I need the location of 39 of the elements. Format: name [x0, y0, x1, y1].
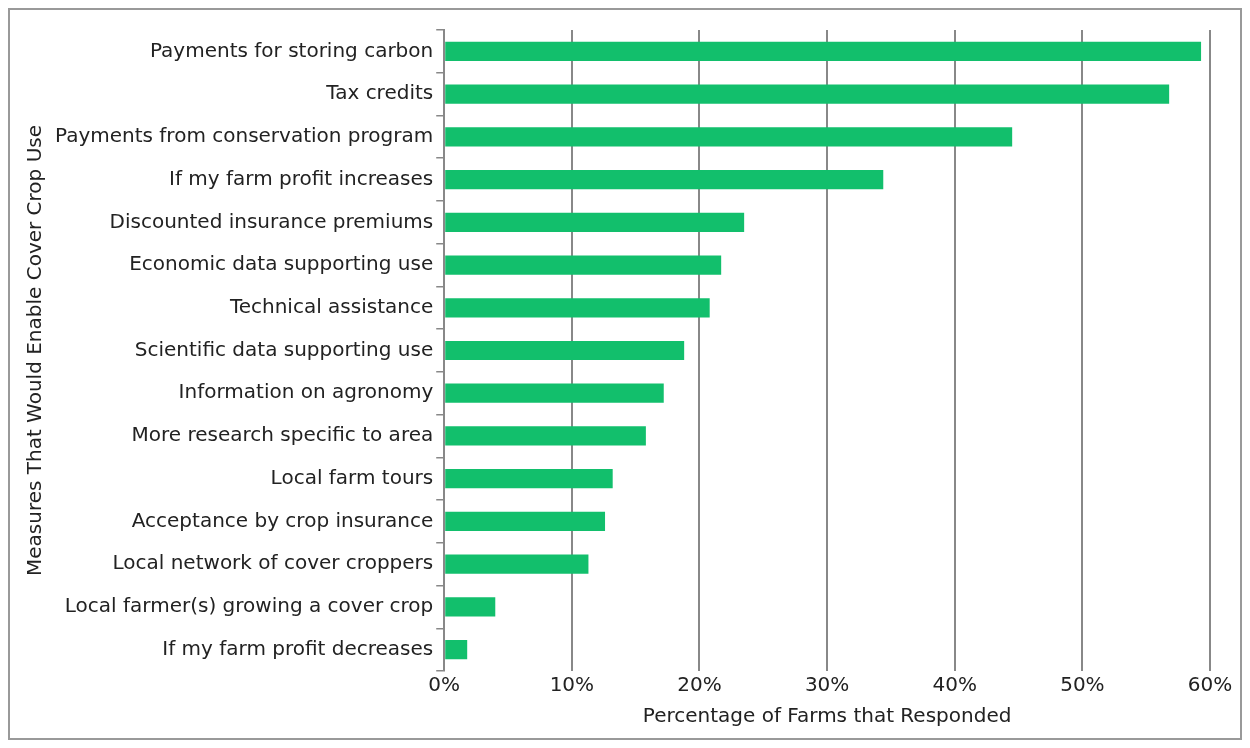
bar [445, 597, 496, 617]
bar [445, 640, 468, 660]
y-tick-label: Local farmer(s) growing a cover crop [64, 593, 434, 618]
bar [445, 340, 685, 361]
bar [445, 169, 884, 190]
y-tick-label: Economic data supporting use [129, 251, 434, 276]
y-tick-label: More research specific to area [131, 422, 434, 447]
x-tick-label: 10% [549, 672, 595, 697]
x-tick-label: 20% [677, 672, 722, 697]
y-tick-label: Local network of cover croppers [112, 550, 434, 575]
y-tick-label: Acceptance by crop insurance [131, 507, 434, 532]
x-tick-label: 50% [1060, 672, 1105, 697]
bar [445, 383, 664, 403]
y-tick-label: Scientific data supporting use [134, 336, 434, 361]
x-tick-label: 40% [932, 672, 977, 697]
bar [445, 84, 1170, 104]
bar [445, 41, 1202, 61]
bar [445, 127, 1013, 147]
bar [445, 255, 722, 275]
y-tick-label: Discounted insurance premiums [109, 208, 434, 233]
x-tick-label: 60% [1187, 672, 1233, 697]
bar [445, 511, 606, 532]
y-tick-label: Tax credits [325, 80, 434, 105]
bar [445, 212, 745, 232]
y-tick-label: Information on agronomy [178, 379, 434, 404]
y-tick-label: Payments from conservation program [54, 123, 434, 148]
y-tick-label: Payments for storing carbon [149, 37, 434, 62]
x-tick-label: 30% [804, 672, 850, 697]
bar [445, 298, 710, 318]
bar [445, 469, 613, 489]
x-axis-title: Percentage of Farms that Responded [642, 703, 1012, 728]
y-tick-label: If my farm profit increases [169, 165, 434, 190]
y-tick-label: Local farm tours [270, 464, 434, 489]
bar [445, 554, 589, 574]
x-tick-label: 0% [428, 672, 461, 697]
bar [445, 426, 646, 446]
y-axis-title: Measures That Would Enable Cover Crop Use [22, 124, 47, 577]
y-tick-label: Technical assistance [228, 293, 434, 318]
y-tick-label: If my farm profit decreases [162, 635, 434, 660]
